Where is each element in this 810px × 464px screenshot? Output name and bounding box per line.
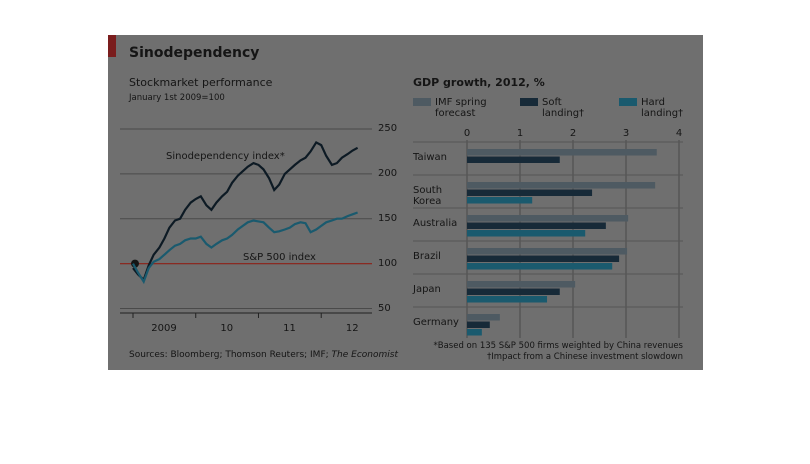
bar [467, 248, 628, 255]
x-tick-label: 11 [283, 323, 296, 334]
bar [467, 197, 533, 204]
x-tick-label: 3 [622, 128, 630, 139]
y-tick-label: 100 [378, 257, 398, 269]
bar [467, 189, 593, 196]
category-label: Germany [413, 317, 459, 328]
category-label: Australia [413, 218, 458, 229]
x-tick-label: 4 [675, 128, 683, 139]
x-tick-label: 12 [345, 323, 359, 334]
category-label: Brazil [413, 251, 441, 262]
bar [467, 263, 613, 270]
series-label: Sinodependency index* [166, 151, 285, 162]
note: *Based on 135 S&P 500 firms weighted by … [433, 341, 683, 351]
line [132, 211, 358, 285]
x-tick-label: 0 [463, 128, 471, 139]
category-label: Taiwan [413, 152, 448, 163]
series-label: S&P 500 index [243, 252, 316, 263]
x-tick-label: 2 [569, 128, 577, 139]
bar [467, 182, 656, 189]
y-tick-label: 50 [378, 302, 391, 314]
y-tick-label: 200 [378, 167, 398, 179]
x-tick-label: 10 [220, 323, 234, 334]
chart-title: GDP growth, 2012, % [413, 76, 545, 89]
category-label: Japan [413, 284, 441, 295]
bar [467, 222, 606, 229]
legend-label: Hard landing† [641, 97, 684, 119]
chart-subtitle: January 1st 2009=100 [129, 93, 225, 103]
red-tab [108, 35, 116, 57]
bar [467, 255, 620, 262]
x-tick-label: 1 [516, 128, 524, 139]
category-label: South Korea [413, 185, 443, 207]
legend-label: Soft landing† [542, 97, 585, 119]
legend-swatch [413, 98, 431, 106]
bar [467, 230, 586, 237]
bar [467, 288, 560, 295]
bar [467, 314, 500, 321]
legend-swatch [520, 98, 538, 106]
bar [467, 296, 548, 303]
note: †Impact from a Chinese investment slowdo… [487, 352, 683, 362]
page-title: Sinodependency [129, 45, 260, 61]
bar [467, 281, 576, 288]
bar [467, 321, 490, 328]
chart-title: Stockmarket performance [129, 76, 273, 89]
legend-swatch [619, 98, 637, 106]
legend-label: IMF spring forecast [435, 97, 487, 119]
bar [467, 156, 560, 163]
sources-text: Sources: Bloomberg; Thomson Reuters; IMF… [129, 350, 329, 360]
bar [467, 149, 657, 156]
x-tick-label: 2009 [151, 323, 177, 334]
chart-panel [108, 35, 703, 370]
bar [467, 329, 482, 336]
line [132, 140, 359, 282]
y-tick-label: 250 [378, 122, 398, 134]
y-tick-label: 150 [378, 212, 398, 224]
bar [467, 215, 629, 222]
sources-italic: The Economist [331, 350, 398, 360]
sources: Sources: Bloomberg; Thomson Reuters; IMF… [129, 350, 398, 361]
